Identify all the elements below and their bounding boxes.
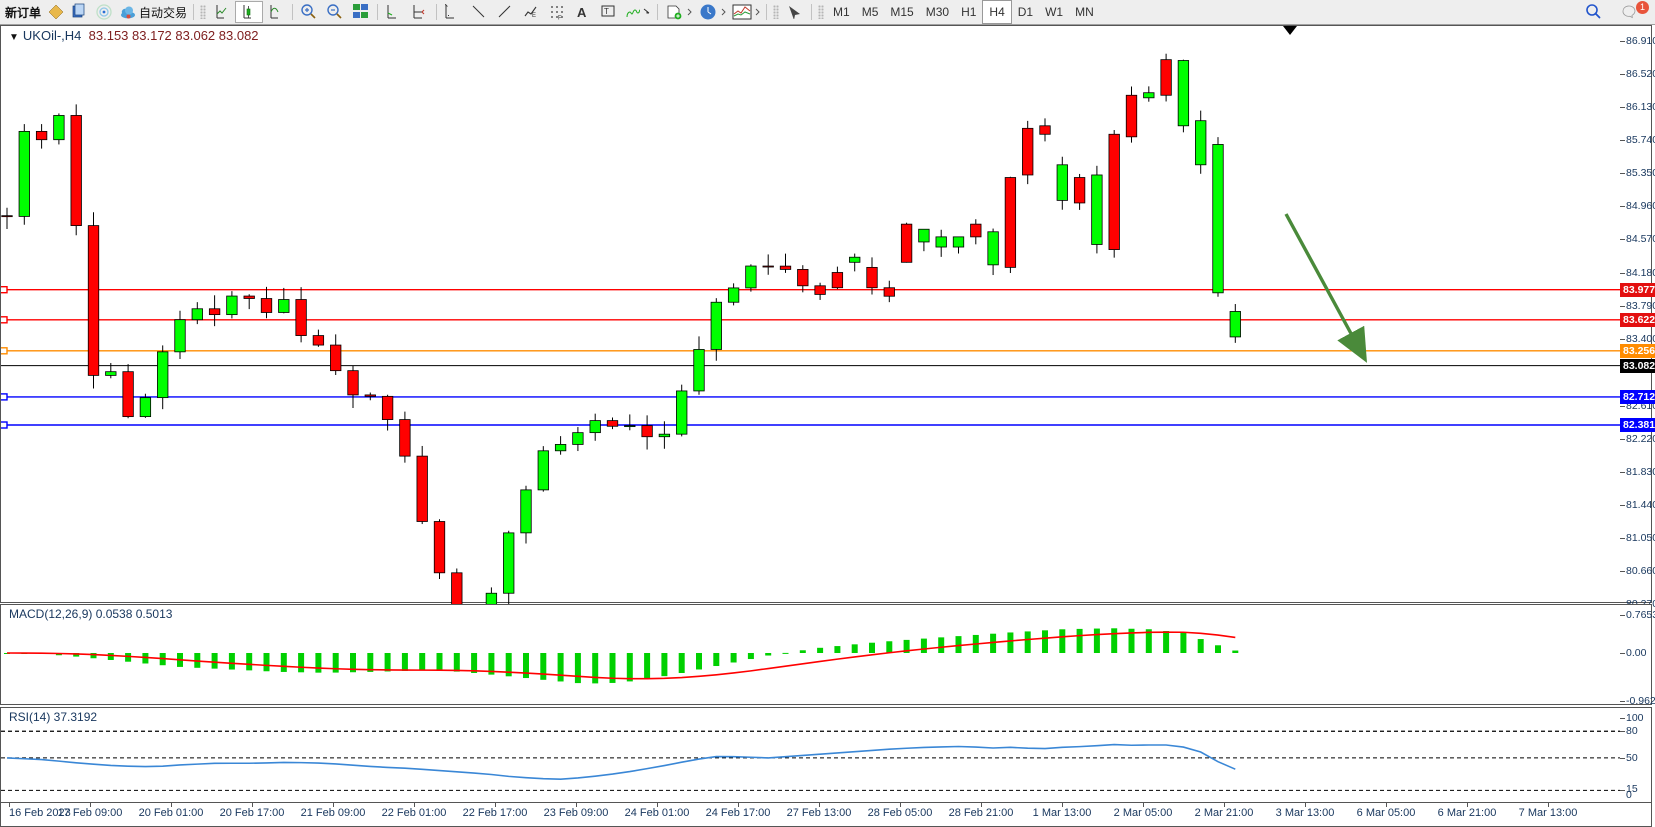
svg-text:E: E xyxy=(532,13,536,19)
svg-text:A: A xyxy=(577,5,587,20)
svg-text:T: T xyxy=(604,7,609,16)
svg-text:F: F xyxy=(558,16,562,21)
